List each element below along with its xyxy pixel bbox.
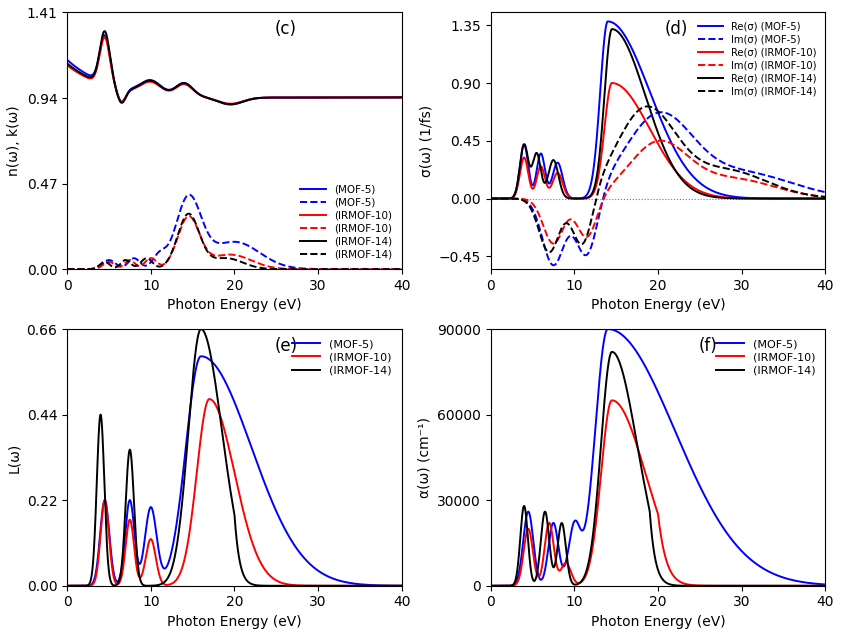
X-axis label: Photon Energy (eV): Photon Energy (eV) — [590, 298, 725, 312]
Legend: (MOF-5), (MOF-5), (IRMOF-10), (IRMOF-10), (IRMOF-14), (IRMOF-14): (MOF-5), (MOF-5), (IRMOF-10), (IRMOF-10)… — [296, 180, 397, 264]
Text: (d): (d) — [664, 20, 688, 38]
Legend: (MOF-5), (IRMOF-10), (IRMOF-14): (MOF-5), (IRMOF-10), (IRMOF-14) — [288, 335, 396, 380]
Text: (c): (c) — [275, 20, 297, 38]
Text: (e): (e) — [275, 336, 298, 355]
X-axis label: Photon Energy (eV): Photon Energy (eV) — [590, 615, 725, 629]
Y-axis label: α(ω) (cm⁻¹): α(ω) (cm⁻¹) — [417, 417, 431, 498]
Y-axis label: n(ω), k(ω): n(ω), k(ω) — [7, 106, 21, 176]
Y-axis label: σ(ω) (1/fs): σ(ω) (1/fs) — [419, 105, 433, 177]
Legend: (MOF-5), (IRMOF-10), (IRMOF-14): (MOF-5), (IRMOF-10), (IRMOF-14) — [711, 335, 820, 380]
Text: (f): (f) — [698, 336, 717, 355]
Y-axis label: L(ω): L(ω) — [7, 442, 21, 473]
X-axis label: Photon Energy (eV): Photon Energy (eV) — [167, 298, 302, 312]
X-axis label: Photon Energy (eV): Photon Energy (eV) — [167, 615, 302, 629]
Legend: Re(σ) (MOF-5), Im(σ) (MOF-5), Re(σ) (IRMOF-10), Im(σ) (IRMOF-10), Re(σ) (IRMOF-1: Re(σ) (MOF-5), Im(σ) (MOF-5), Re(σ) (IRM… — [694, 17, 820, 100]
